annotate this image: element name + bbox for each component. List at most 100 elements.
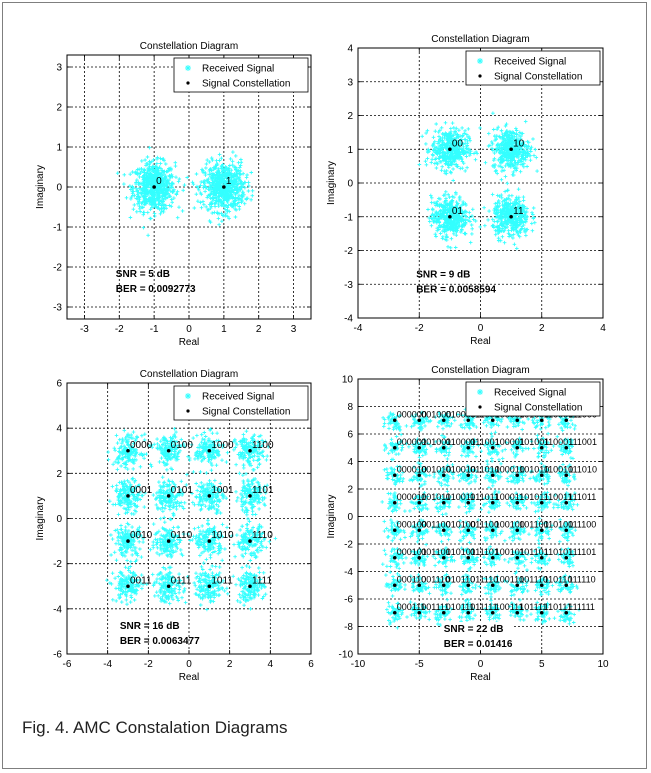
x-axis-label: Real <box>470 672 491 683</box>
chart-title: Constellation Diagram <box>140 41 238 52</box>
constellation-point-label: 1 <box>226 176 232 187</box>
chart-4: 0000000010000100000110001000001010001100… <box>326 365 609 683</box>
constellation-point <box>207 539 212 543</box>
constellation-point-label: 000110 <box>397 574 426 584</box>
constellation-point <box>466 473 471 478</box>
constellation-point-label: 0 <box>156 176 162 187</box>
constellation-point <box>466 528 471 533</box>
constellation-point <box>417 418 422 423</box>
received-signal-points <box>417 111 539 251</box>
constellation-point-label: 100001 <box>495 437 525 447</box>
constellation-point-label: 0111 <box>171 575 192 586</box>
constellation-point <box>515 583 520 588</box>
constellation-point <box>448 147 452 152</box>
constellation-point <box>466 445 471 450</box>
constellation-point <box>490 418 495 423</box>
constellation-point-label: 110100 <box>544 519 573 529</box>
constellation-point <box>417 500 422 505</box>
chart-title: Constellation Diagram <box>431 34 529 45</box>
constellation-point-label: 11 <box>513 206 524 217</box>
y-tick-label: 2 <box>347 111 353 122</box>
constellation-point <box>466 418 471 423</box>
y-tick-label: -4 <box>344 567 353 578</box>
legend-box <box>465 50 601 86</box>
constellation-point <box>248 448 252 453</box>
constellation-point <box>166 448 171 453</box>
constellation-point <box>392 610 397 615</box>
constellation-point-label: 1100 <box>252 440 274 451</box>
constellation-point-label: 001100 <box>421 519 450 529</box>
x-axis-label: Real <box>179 672 200 683</box>
legend-constellation-marker <box>478 74 482 78</box>
legend-received-marker <box>185 393 191 399</box>
constellation-point-label: 0000 <box>130 440 153 451</box>
y-tick-label: 1 <box>347 145 353 156</box>
received-signal-points <box>115 145 255 238</box>
constellation-point <box>539 610 544 615</box>
constellation-point-label: 011011 <box>470 492 499 502</box>
y-tick-label: 0 <box>347 512 353 523</box>
constellation-point-label: 000100 <box>397 519 427 529</box>
constellation-point-label: 110101 <box>544 547 573 557</box>
constellation-point-label: 1011 <box>211 575 233 586</box>
constellation-point <box>126 539 130 543</box>
legend-received-label: Received Signal <box>202 392 274 403</box>
constellation-point <box>466 610 471 615</box>
constellation-point-label: 0100 <box>171 440 194 451</box>
constellation-point <box>490 555 495 560</box>
constellation-point <box>248 494 252 498</box>
constellation-point-label: 100100 <box>495 519 525 529</box>
constellation-point-label: 1010 <box>211 530 234 541</box>
constellation-point <box>515 500 520 505</box>
constellation-point-label: 01 <box>452 206 464 217</box>
constellation-point-label: 0101 <box>171 485 194 496</box>
y-tick-label: -8 <box>344 622 353 633</box>
snr-ber-annotation: SNR = 16 dB <box>120 621 180 632</box>
x-tick-label: 1 <box>221 324 227 335</box>
y-tick-label: 2 <box>56 103 62 114</box>
y-tick-label: 0 <box>56 183 62 194</box>
constellation-point <box>417 610 422 615</box>
constellation-point <box>539 473 544 478</box>
constellation-point-label: 1101 <box>252 485 274 496</box>
snr-ber-annotation: BER = 0.0063477 <box>120 636 200 647</box>
constellation-point <box>441 473 446 478</box>
y-tick-label: -4 <box>53 604 62 615</box>
y-tick-label: 4 <box>347 457 353 468</box>
constellation-point-label: 010000 <box>446 409 476 419</box>
constellation-point-label: 110001 <box>544 437 573 447</box>
y-axis-label: Imaginary <box>326 495 337 539</box>
x-tick-label: -2 <box>415 323 424 334</box>
constellation-point-label: 010001 <box>446 437 476 447</box>
y-tick-label: 2 <box>56 469 62 480</box>
constellation-point-label: 011100 <box>470 519 499 529</box>
legend-constellation-label: Signal Constellation <box>494 72 582 83</box>
constellation-point <box>539 418 544 423</box>
y-tick-label: 0 <box>56 514 62 525</box>
x-tick-label: 0 <box>478 323 484 334</box>
constellation-point <box>466 583 471 588</box>
constellation-point-label: 101100 <box>519 519 548 529</box>
x-tick-label: -1 <box>150 324 159 335</box>
constellation-point <box>392 445 397 450</box>
x-tick-label: -5 <box>415 659 424 670</box>
constellation-point-label: 000001 <box>397 437 427 447</box>
constellation-point <box>166 494 171 498</box>
x-tick-label: 2 <box>256 324 262 335</box>
constellation-point <box>152 185 156 189</box>
constellation-point <box>417 445 422 450</box>
constellation-point <box>564 473 569 478</box>
constellation-point-label: 101011 <box>519 492 548 502</box>
constellation-point-label: 011101 <box>470 547 499 557</box>
constellation-point <box>564 528 569 533</box>
constellation-point-label: 00 <box>452 138 464 149</box>
legend-constellation-label: Signal Constellation <box>202 407 290 418</box>
constellation-point-label: 111110 <box>568 574 595 584</box>
constellation-point-label: 100010 <box>495 464 525 474</box>
y-tick-label: -1 <box>53 223 62 234</box>
constellation-point <box>441 418 446 423</box>
constellation-point-label: 100110 <box>495 574 524 584</box>
constellation-point <box>417 473 422 478</box>
